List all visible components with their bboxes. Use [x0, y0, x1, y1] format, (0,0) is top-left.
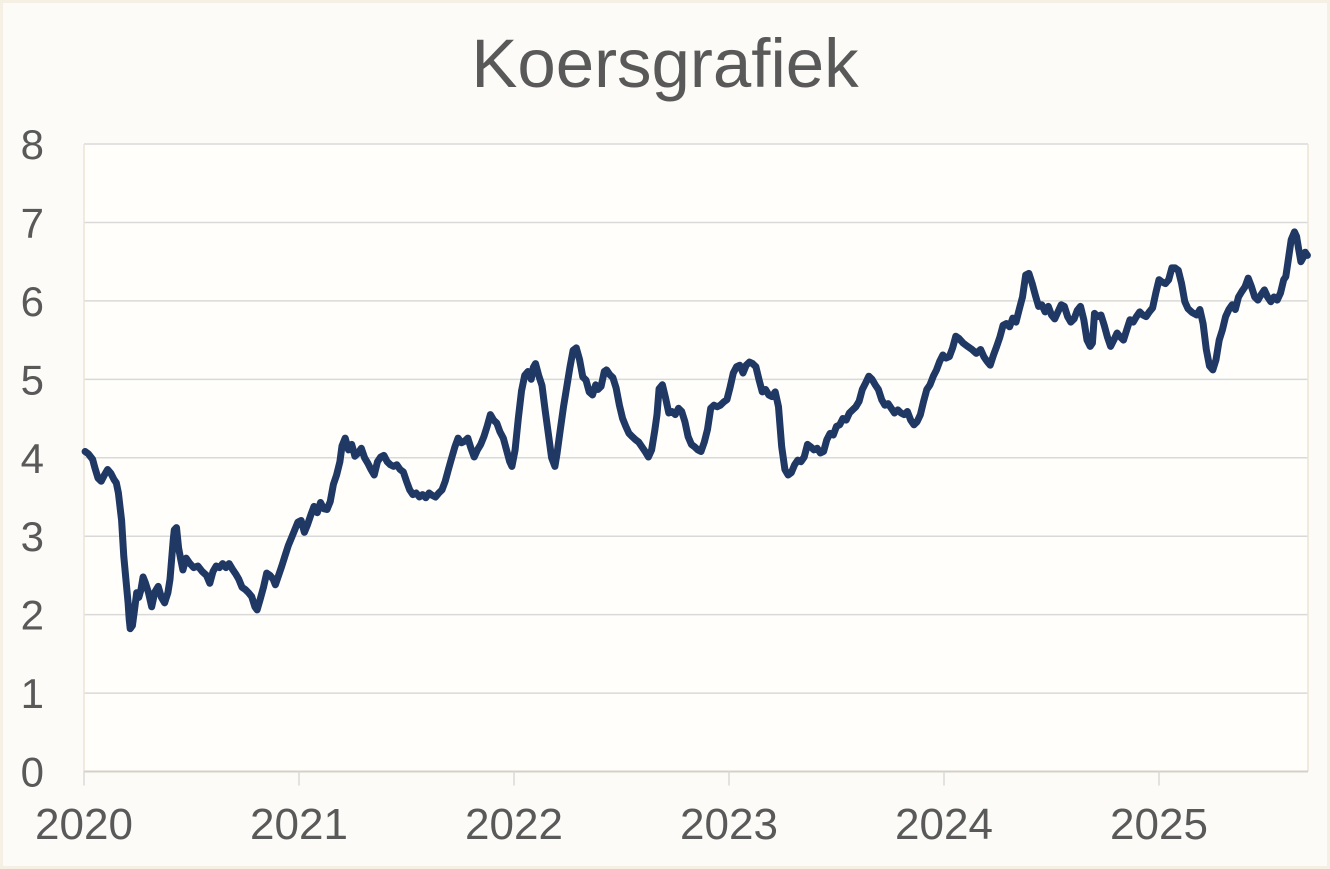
y-tick-label: 1	[21, 670, 44, 717]
gridlines	[84, 143, 1308, 694]
x-axis	[83, 770, 1308, 786]
x-axis-labels: 2020 2021 2022 2023 2024 2025	[35, 800, 1208, 849]
x-tick-label: 2021	[250, 800, 348, 849]
y-tick-label: 6	[21, 278, 44, 325]
x-tick-label: 2020	[35, 800, 133, 849]
y-tick-label: 7	[21, 199, 44, 246]
chart-title: Koersgrafiek	[471, 25, 859, 102]
price-series-line	[81, 228, 1311, 633]
y-tick-label: 3	[21, 513, 44, 560]
y-tick-label: 8	[21, 121, 44, 168]
y-tick-label: 2	[21, 592, 44, 639]
x-tick-label: 2023	[680, 800, 778, 849]
x-tick-label: 2024	[895, 800, 993, 849]
x-tick-label: 2025	[1110, 800, 1208, 849]
y-tick-label: 0	[21, 749, 44, 796]
y-tick-label: 5	[21, 356, 44, 403]
x-tick-label: 2022	[465, 800, 563, 849]
y-axis-labels: 0 1 2 3 4 5 6 7 8	[21, 121, 44, 796]
y-tick-label: 4	[21, 435, 44, 482]
plot-borders	[83, 144, 1309, 772]
